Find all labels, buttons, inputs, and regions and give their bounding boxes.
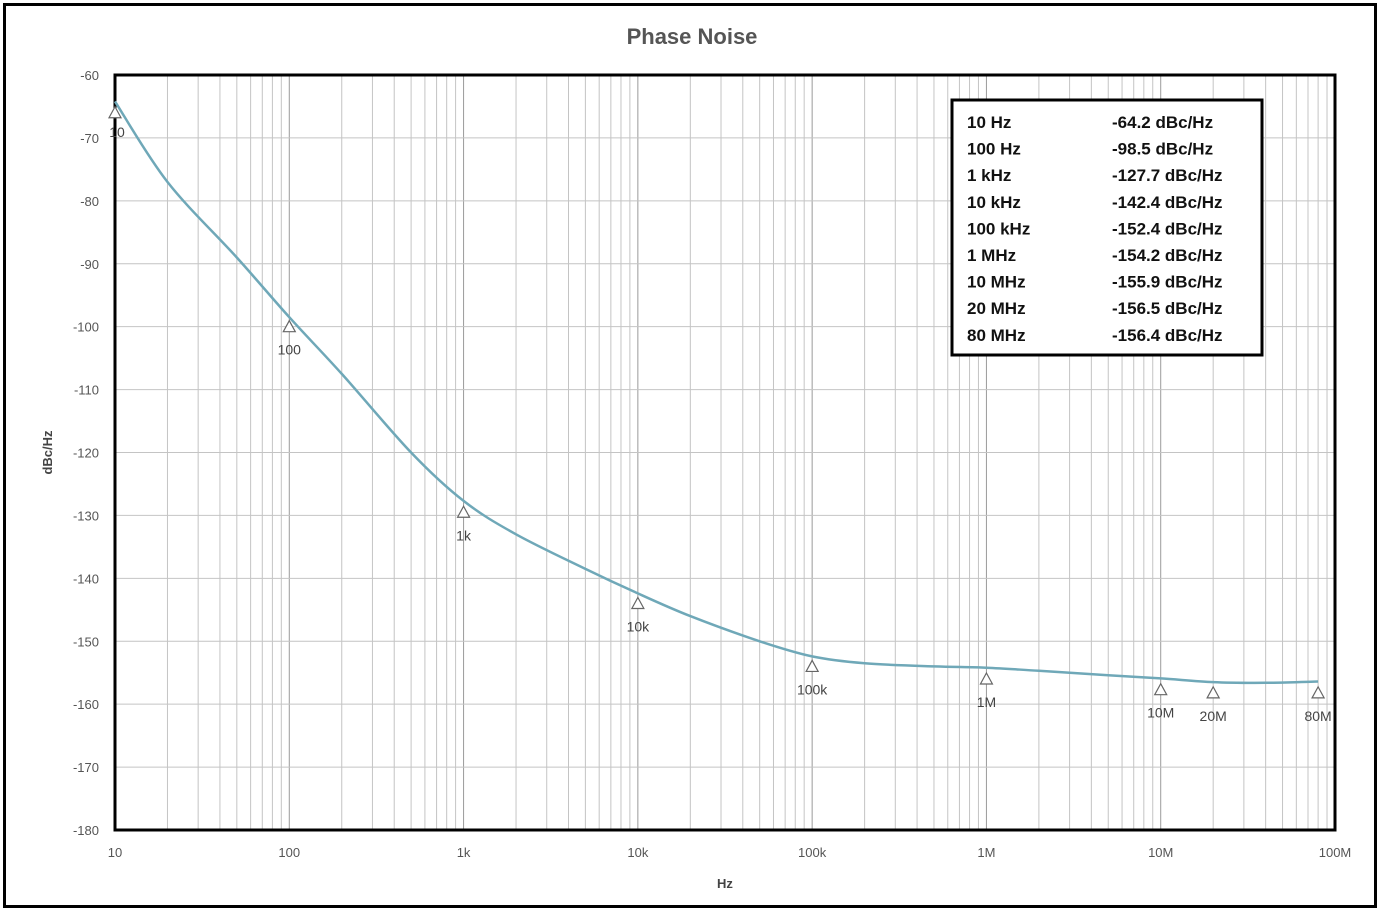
legend-value: -152.4 dBc/Hz [1112,219,1223,238]
y-tick-label: -60 [80,68,99,83]
legend-frequency: 100 kHz [967,219,1030,238]
marker-triangle [805,659,820,673]
legend-frequency: 10 MHz [967,273,1026,292]
marker-triangle [979,671,994,685]
marker-label: 100 [278,342,302,358]
legend-box [950,98,1264,357]
marker-label: 1M [977,694,996,710]
x-tick-label: 100M [1319,845,1352,860]
y-tick-label: -130 [73,508,99,523]
legend-frequency: 20 MHz [967,299,1026,318]
marker-label: 10M [1147,705,1174,721]
x-tick-label: 10 [108,845,122,860]
legend-frequency: 1 MHz [967,246,1016,265]
y-tick-label: -180 [73,823,99,838]
y-tick-label: -120 [73,446,99,461]
y-tick-label: -100 [73,320,99,335]
legend-frequency: 10 Hz [967,113,1011,132]
y-tick-label: -80 [80,194,99,209]
legend-value: -127.7 dBc/Hz [1112,166,1223,185]
legend-frequency: 1 kHz [967,166,1011,185]
legend-frequency: 80 MHz [967,326,1026,345]
marker-label: 10k [627,619,651,635]
markers: 10 100 1k 10k 100k 1M 10M 20M 80M [107,105,1332,724]
marker-triangle [456,505,471,518]
legend-value: -155.9 dBc/Hz [1112,273,1223,292]
axes: 10 100 1k 10k 100k 1M 10M 100M -60 -70 -80 -90 -100 -… [73,68,1351,860]
marker-triangle [107,105,123,119]
legend-value: -64.2 dBc/Hz [1112,113,1213,132]
y-tick-label: -160 [73,697,99,712]
legend-value: -156.5 dBc/Hz [1112,299,1223,318]
grid [114,74,1336,831]
marker-triangle [1206,685,1221,699]
marker-label: 80M [1304,708,1331,724]
legend-frequency: 100 Hz [967,140,1021,159]
chart-title: Phase Noise [627,24,758,49]
marker-label: 10 [109,124,125,140]
plot-area-border [113,73,1337,832]
x-tick-label: 1k [457,845,471,860]
y-tick-label: -150 [73,634,99,649]
marker-label: 20M [1200,708,1227,724]
legend-value: -142.4 dBc/Hz [1112,193,1223,212]
x-tick-label: 10k [627,845,648,860]
series-line-phase-noise [113,100,1319,685]
x-tick-label: 10M [1148,845,1173,860]
y-tick-label: -140 [73,571,99,586]
marker-triangle [1153,682,1168,696]
marker-triangle [282,319,297,333]
y-tick-label: -70 [80,131,99,146]
legend-value: -156.4 dBc/Hz [1112,326,1223,345]
marker-triangle [1311,685,1326,699]
marker-label: 1k [456,527,472,543]
marker-triangle [630,596,645,610]
legend-value: -154.2 dBc/Hz [1112,246,1223,265]
x-tick-label: 100k [798,845,827,860]
x-axis-title: Hz [717,876,733,891]
marker-label: 100k [797,681,828,697]
legend: 10 Hz -64.2 dBc/Hz 100 Hz -98.5 dBc/Hz 1 kHz… [950,98,1264,357]
y-tick-label: -110 [74,383,99,398]
legend-value: -98.5 dBc/Hz [1112,140,1213,159]
y-tick-label: -90 [80,257,99,272]
x-tick-label: 1M [977,845,995,860]
y-axis-title: dBc/Hz [40,430,55,475]
x-tick-label: 100 [278,845,300,860]
y-tick-label: -170 [73,760,99,775]
legend-frequency: 10 kHz [967,193,1021,212]
